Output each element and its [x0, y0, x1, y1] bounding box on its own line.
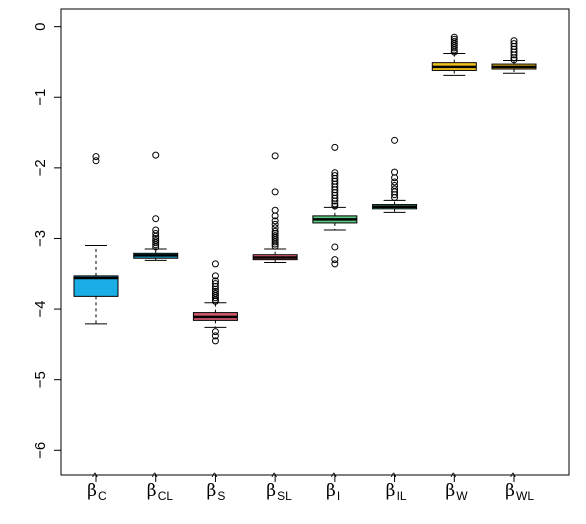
x-tick-subscript: S: [217, 489, 225, 503]
outlier-point: [510, 56, 518, 64]
outlier-point: [391, 194, 399, 202]
outlier-point: [211, 294, 219, 302]
outlier-point: [271, 238, 279, 246]
x-tick-symbol: β: [386, 481, 396, 501]
box-series: [73, 33, 537, 345]
y-tick-label: 0: [32, 22, 49, 30]
x-tick-label-cl: ^β CL: [147, 470, 174, 503]
y-tick-label: −3: [32, 230, 49, 247]
box-sl: [252, 152, 298, 263]
x-tick-subscript: WL: [516, 489, 534, 503]
outlier-point: [271, 152, 279, 160]
x-tick-subscript: W: [456, 489, 468, 503]
x-tick-subscript: C: [98, 489, 107, 503]
outlier-point: [152, 215, 160, 223]
outlier-point: [152, 241, 160, 249]
y-tick-label: −5: [32, 371, 49, 388]
x-tick-subscript: SL: [277, 489, 292, 503]
outlier-point: [331, 256, 339, 264]
y-tick-label: −2: [32, 159, 49, 176]
y-tick-label: −1: [32, 89, 49, 106]
plot-frame: [60, 8, 570, 476]
outlier-point: [391, 191, 399, 199]
x-tick-label-il: ^β IL: [386, 470, 407, 503]
outlier-point: [152, 243, 160, 251]
hat-accent: ^: [450, 470, 456, 484]
box-body: [73, 275, 119, 297]
outlier-point: [271, 220, 279, 228]
outlier-point: [211, 332, 219, 340]
box-i: [312, 143, 358, 268]
outlier-point: [211, 297, 219, 305]
box-il: [372, 136, 418, 213]
outlier-point: [331, 200, 339, 208]
box-c: [73, 153, 119, 325]
x-tick-symbol: β: [147, 481, 157, 501]
hat-accent: ^: [152, 470, 158, 484]
x-tick-label-s: ^β S: [207, 470, 226, 503]
outlier-point: [331, 143, 339, 151]
x-tick-symbol: β: [266, 481, 276, 501]
hat-accent: ^: [92, 470, 98, 484]
outlier-point: [391, 136, 399, 144]
box-cl: [133, 151, 179, 261]
y-axis: 0 −1 −2 −3 −4 −5 −6: [32, 22, 62, 459]
outlier-point: [211, 328, 219, 336]
x-tick-symbol: β: [505, 481, 515, 501]
hat-accent: ^: [391, 470, 397, 484]
outlier-point: [211, 272, 219, 280]
box-wl: [491, 37, 537, 74]
outlier-point: [152, 151, 160, 159]
outlier-point: [510, 54, 518, 62]
box-w: [431, 33, 477, 76]
x-tick-label-w: ^β W: [445, 470, 468, 503]
outlier-point: [152, 230, 160, 238]
outlier-point: [271, 206, 279, 214]
hat-accent: ^: [510, 470, 516, 484]
x-tick-label-wl: ^β WL: [505, 470, 534, 503]
outlier-point: [331, 202, 339, 210]
y-tick-label: −4: [32, 301, 49, 318]
outlier-point: [391, 178, 399, 186]
outlier-point: [211, 260, 219, 268]
x-axis: ^β C^β CL^β S^β SL^β I^β IL^β W^β WL: [87, 470, 534, 503]
outlier-point: [510, 51, 518, 59]
outlier-point: [450, 44, 458, 52]
y-tick-label: −6: [32, 442, 49, 459]
outlier-point: [331, 197, 339, 205]
x-tick-label-i: ^β I: [326, 470, 340, 503]
outlier-point: [271, 240, 279, 248]
outlier-point: [211, 282, 219, 290]
x-tick-subscript: I: [337, 489, 340, 503]
outlier-point: [152, 239, 160, 247]
x-tick-symbol: β: [207, 481, 217, 501]
outlier-point: [450, 48, 458, 56]
outlier-point: [450, 46, 458, 54]
hat-accent: ^: [331, 470, 337, 484]
outlier-point: [92, 157, 100, 165]
outlier-point: [331, 260, 339, 268]
hat-accent: ^: [271, 470, 277, 484]
outlier-point: [331, 243, 339, 251]
outlier-point: [271, 188, 279, 196]
x-tick-symbol: β: [445, 481, 455, 501]
outlier-point: [271, 217, 279, 225]
box-s: [192, 260, 238, 345]
x-tick-subscript: IL: [397, 489, 407, 503]
x-tick-subscript: CL: [158, 489, 174, 503]
outlier-point: [391, 174, 399, 182]
outlier-point: [271, 212, 279, 220]
outlier-point: [271, 242, 279, 250]
x-tick-label-c: ^β C: [87, 470, 107, 503]
outlier-point: [391, 168, 399, 176]
hat-accent: ^: [212, 470, 218, 484]
x-tick-symbol: β: [326, 481, 336, 501]
outlier-point: [211, 337, 219, 345]
x-tick-label-sl: ^β SL: [266, 470, 292, 503]
x-tick-symbol: β: [87, 481, 97, 501]
outlier-point: [92, 153, 100, 161]
